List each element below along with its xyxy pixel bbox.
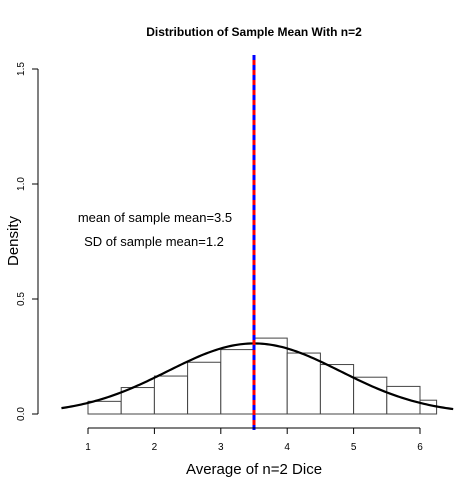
histogram-bars: [87, 337, 438, 415]
annotation-mean: mean of sample mean=3.5: [78, 210, 232, 225]
y-tick-label: 0.5: [16, 292, 27, 306]
histogram-bar: [87, 400, 122, 415]
chart-title: Distribution of Sample Mean With n=2: [146, 25, 362, 39]
x-axis-ticks: 1 2 3 4 5 6: [85, 428, 423, 453]
x-tick-label: 4: [284, 442, 290, 453]
histogram-bar: [253, 337, 288, 415]
y-axis-ticks: 0.0 0.5 1.0 1.5: [16, 62, 38, 421]
y-tick-label: 1.5: [16, 62, 27, 76]
histogram-bar: [153, 375, 189, 415]
y-tick-label: 0.0: [16, 407, 27, 421]
histogram-bar: [286, 352, 321, 415]
x-tick-label: 6: [417, 442, 423, 453]
histogram-bar: [353, 376, 388, 415]
histogram-bar: [120, 387, 155, 415]
histogram-bar: [220, 349, 255, 415]
histogram-bar: [386, 385, 421, 415]
x-tick-label: 1: [85, 442, 91, 453]
x-tick-label: 2: [152, 442, 158, 453]
density-curve: [61, 342, 454, 411]
x-tick-label: 3: [218, 442, 224, 453]
x-tick-label: 5: [351, 442, 357, 453]
histogram-bar: [319, 364, 355, 415]
y-axis-label: Density: [5, 215, 22, 266]
x-axis-label: Average of n=2 Dice: [186, 461, 322, 478]
histogram-bar: [187, 361, 222, 415]
annotation-sd: SD of sample mean=1.2: [84, 234, 224, 249]
y-tick-label: 1.0: [16, 177, 27, 191]
